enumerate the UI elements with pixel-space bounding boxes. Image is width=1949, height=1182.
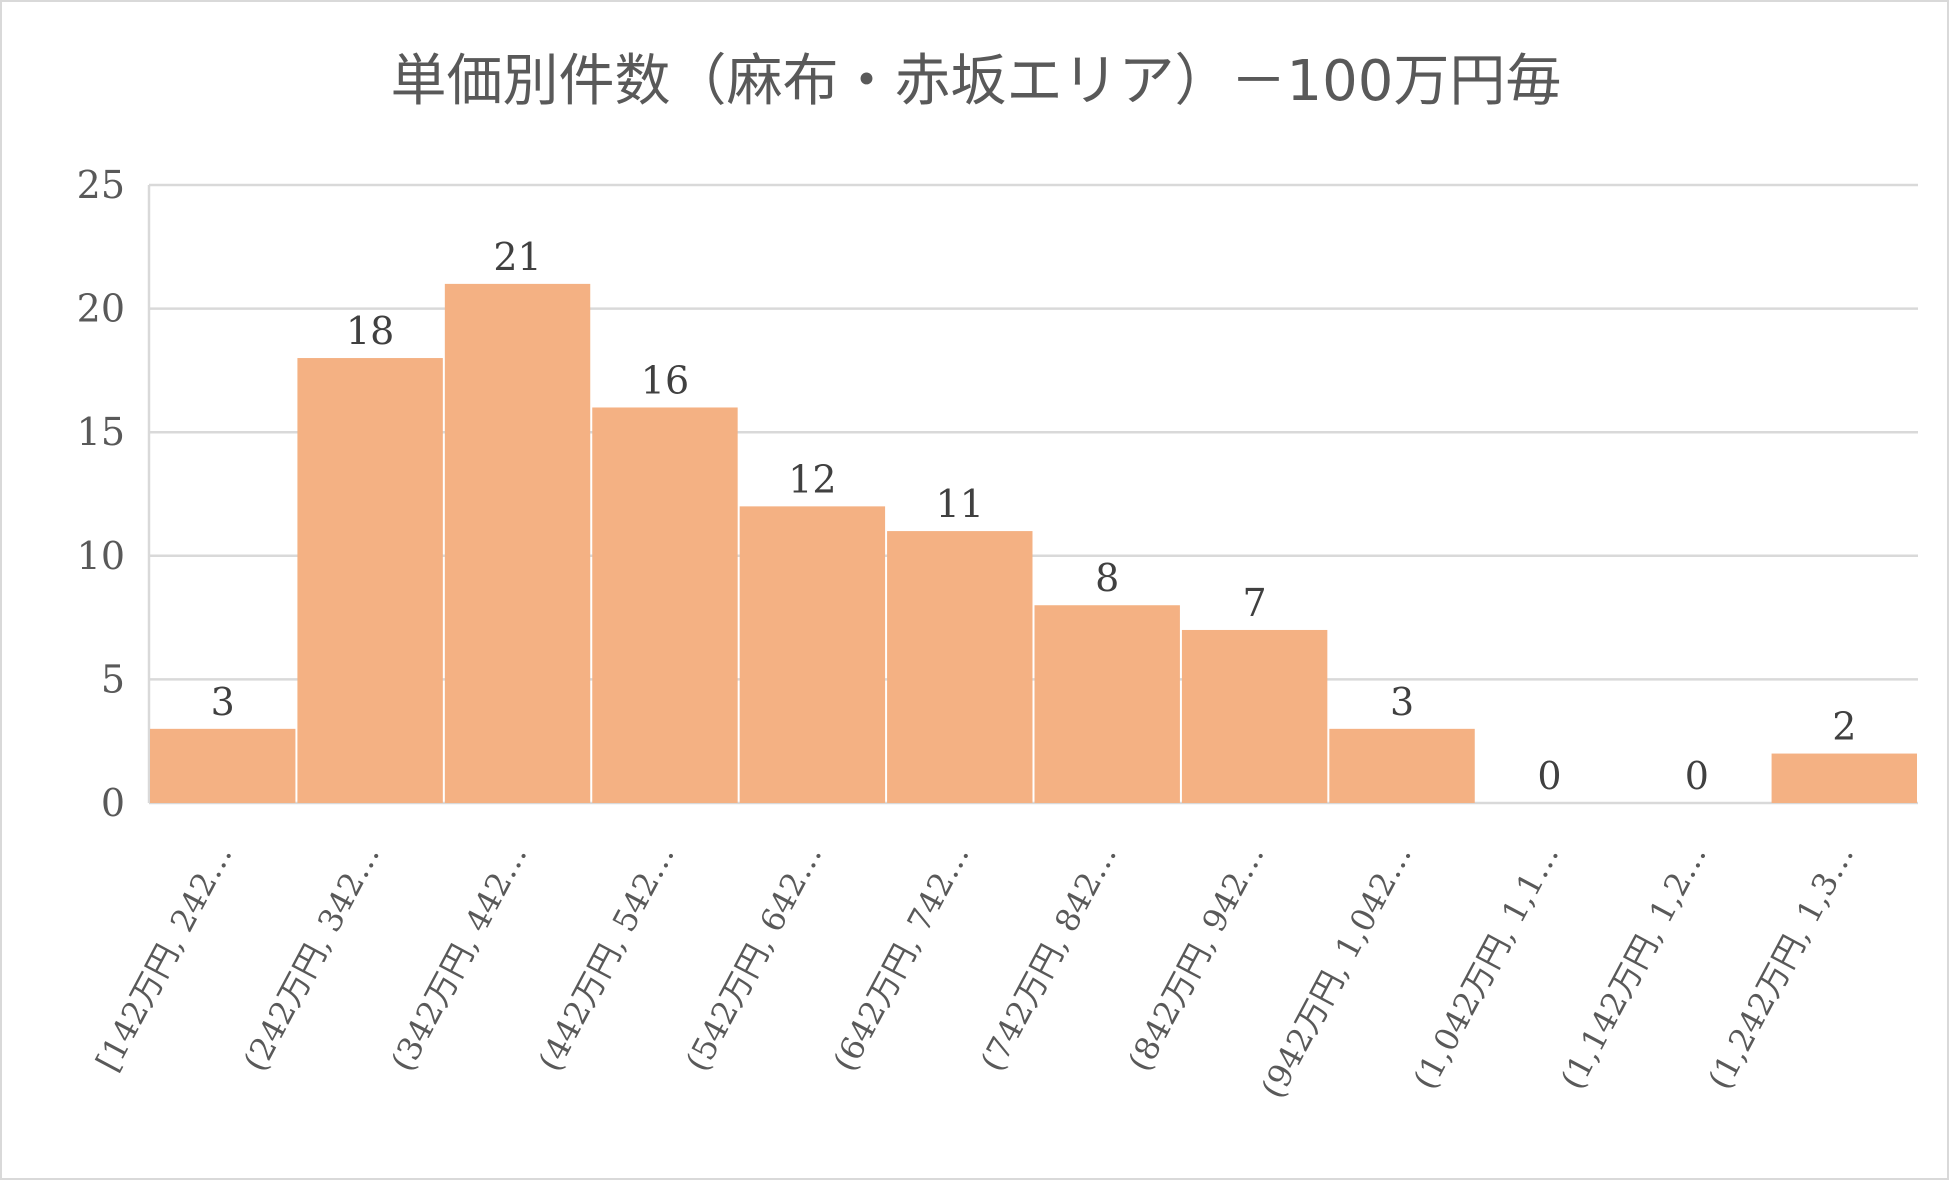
data-label: 7: [1243, 581, 1267, 625]
histogram-bar: [150, 728, 296, 803]
bars: [150, 283, 1917, 803]
y-tick-label: 10: [77, 534, 125, 578]
data-labels: 3 18 21 16 12 11 8 7 3 0 0 2: [211, 235, 1857, 798]
x-tick-label: (242万円, 342…: [236, 838, 387, 1077]
y-tick-label: 0: [101, 781, 125, 825]
y-tick-label: 25: [77, 163, 125, 207]
x-tick-label: (942万円, 1,042…: [1253, 838, 1419, 1104]
y-axis-ticks: 0 5 10 15 20 25: [77, 163, 125, 825]
y-tick-label: 15: [77, 410, 125, 454]
x-tick-label: (442万円, 542…: [531, 838, 682, 1077]
histogram-bar: [1181, 629, 1328, 803]
gridlines: [147, 183, 1918, 805]
x-tick-label: (742万円, 842…: [973, 838, 1124, 1077]
x-tick-label: (1,042万円, 1,1…: [1406, 838, 1567, 1095]
histogram-bar: [444, 283, 591, 803]
data-label: 8: [1095, 556, 1119, 600]
x-tick-label: (1,142万円, 1,2…: [1553, 838, 1714, 1095]
histogram-bar: [1771, 753, 1917, 803]
x-tick-label: (542万円, 642…: [678, 838, 829, 1077]
data-label: 0: [1537, 754, 1561, 798]
chart-title: 単価別件数（麻布・赤坂エリア）－100万円毎: [391, 49, 1562, 114]
histogram-bar: [592, 407, 738, 803]
x-tick-label: [142万円, 242…: [88, 838, 239, 1077]
y-tick-label: 5: [101, 657, 125, 701]
data-label: 0: [1685, 754, 1709, 798]
data-label: 12: [788, 457, 836, 501]
data-label: 3: [211, 680, 235, 724]
x-tick-label: (842万円, 942…: [1120, 838, 1271, 1077]
data-label: 21: [493, 235, 541, 279]
data-label: 16: [641, 358, 689, 402]
x-tick-label: (642万円, 742…: [825, 838, 976, 1077]
x-tick-label: (1,242万円, 1,3…: [1700, 838, 1861, 1095]
histogram-bar: [297, 358, 443, 803]
data-label: 3: [1390, 680, 1414, 724]
x-axis-ticks: [142万円, 242…(242万円, 342…(342万円, 442…(442…: [88, 838, 1861, 1104]
data-label: 11: [936, 482, 984, 526]
histogram-bar: [887, 531, 1033, 803]
x-tick-label: (342万円, 442…: [383, 838, 534, 1077]
histogram-bar: [739, 506, 886, 803]
y-tick-label: 20: [77, 287, 125, 331]
data-label: 18: [346, 309, 394, 353]
histogram-bar: [1034, 605, 1180, 803]
histogram-bar: [1329, 728, 1475, 803]
data-label: 2: [1832, 705, 1856, 749]
